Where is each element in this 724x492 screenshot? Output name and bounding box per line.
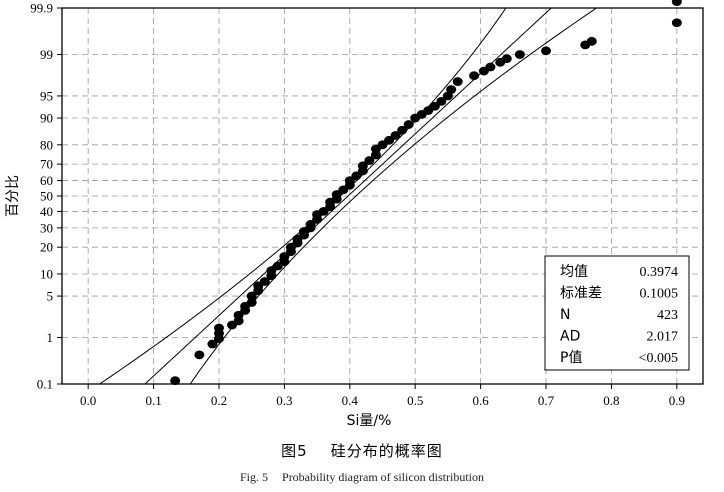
data-point xyxy=(514,50,525,59)
y-tick-label: 70 xyxy=(40,157,53,172)
y-tick-label: 5 xyxy=(47,289,54,304)
x-axis-ticks: 0.0 0.1 0.2 0.3 0.4 0.5 0.6 0.7 0.8 0.9 xyxy=(80,384,685,408)
x-tick-label: 0.5 xyxy=(407,393,423,408)
x-tick-label: 0.6 xyxy=(472,393,489,408)
y-tick-label: 95 xyxy=(40,88,53,103)
data-point xyxy=(429,101,440,111)
data-point xyxy=(390,131,401,140)
data-point xyxy=(586,36,597,46)
data-point xyxy=(485,62,496,72)
y-tick-label: 30 xyxy=(40,220,53,235)
data-point xyxy=(170,376,181,386)
x-tick-label: 0.4 xyxy=(342,393,359,408)
y-tick-label: 40 xyxy=(40,204,53,219)
stats-value: 2.017 xyxy=(647,330,679,345)
data-point xyxy=(671,0,682,7)
data-point xyxy=(403,120,414,129)
data-point xyxy=(246,291,257,301)
x-tick-label: 0.3 xyxy=(276,393,292,408)
data-point xyxy=(541,46,552,56)
stats-value: 423 xyxy=(657,308,678,323)
data-point xyxy=(671,18,682,28)
x-tick-label: 0.1 xyxy=(145,393,161,408)
data-point xyxy=(364,156,375,165)
y-tick-label: 0.1 xyxy=(37,377,53,392)
data-point xyxy=(501,54,512,64)
caption-cn-fig: 图5 xyxy=(281,442,308,460)
x-tick-label: 0.9 xyxy=(669,393,685,408)
data-point xyxy=(194,350,205,360)
data-point xyxy=(469,71,480,81)
y-tick-label: 90 xyxy=(40,111,53,126)
y-tick-label: 60 xyxy=(40,173,53,188)
stats-label: P值 xyxy=(560,350,582,366)
y-tick-label: 50 xyxy=(40,189,53,204)
data-point xyxy=(207,339,218,349)
stats-value: 0.3974 xyxy=(640,265,679,280)
y-tick-label: 10 xyxy=(40,266,53,281)
y-tick-label: 99.9 xyxy=(30,1,53,16)
data-points xyxy=(170,0,682,386)
figure-caption-en: Fig. 5 Probability diagram of silicon dis… xyxy=(0,470,724,485)
data-point xyxy=(305,220,316,229)
stats-value: <0.005 xyxy=(639,351,678,366)
x-tick-label: 0.8 xyxy=(603,393,619,408)
y-tick-label: 1 xyxy=(47,330,54,345)
ci-upper-line xyxy=(189,8,598,384)
data-point xyxy=(397,125,408,135)
x-tick-label: 0.7 xyxy=(538,393,555,408)
data-point xyxy=(351,171,362,181)
data-point xyxy=(233,310,244,320)
y-tick-label: 99 xyxy=(40,47,53,62)
ci-lower-line xyxy=(98,8,507,384)
data-point xyxy=(213,323,224,333)
stats-label: N xyxy=(560,307,570,323)
data-point xyxy=(384,135,395,145)
y-tick-label: 20 xyxy=(40,240,53,255)
data-point xyxy=(446,85,457,94)
fit-lines xyxy=(98,8,598,384)
x-tick-label: 0.2 xyxy=(211,393,227,408)
stats-label: AD xyxy=(560,329,580,345)
x-axis-label: Si量/% xyxy=(347,413,392,429)
stats-label: 均值 xyxy=(560,264,588,280)
y-axis-label: 百分比 xyxy=(5,175,21,217)
caption-cn-title: 硅分布的概率图 xyxy=(330,442,443,460)
caption-en-fig: Fig. 5 xyxy=(240,470,269,484)
figure-caption-cn: 图5 硅分布的概率图 xyxy=(0,440,724,461)
x-tick-label: 0.0 xyxy=(80,393,96,408)
data-point xyxy=(452,77,463,86)
data-point xyxy=(259,277,270,286)
stats-legend-box: 均值 0.3974 标准差 0.1005 N 423 AD 2.017 P值 <0.005 xyxy=(544,255,690,371)
data-point xyxy=(357,161,368,171)
data-point xyxy=(246,298,257,307)
caption-en-title: Probability diagram of silicon distribut… xyxy=(282,470,484,484)
stats-value: 0.1005 xyxy=(640,287,679,302)
stats-label: 标准差 xyxy=(560,286,602,302)
data-point xyxy=(436,97,447,106)
data-point xyxy=(279,252,290,261)
y-tick-label: 80 xyxy=(40,137,53,152)
